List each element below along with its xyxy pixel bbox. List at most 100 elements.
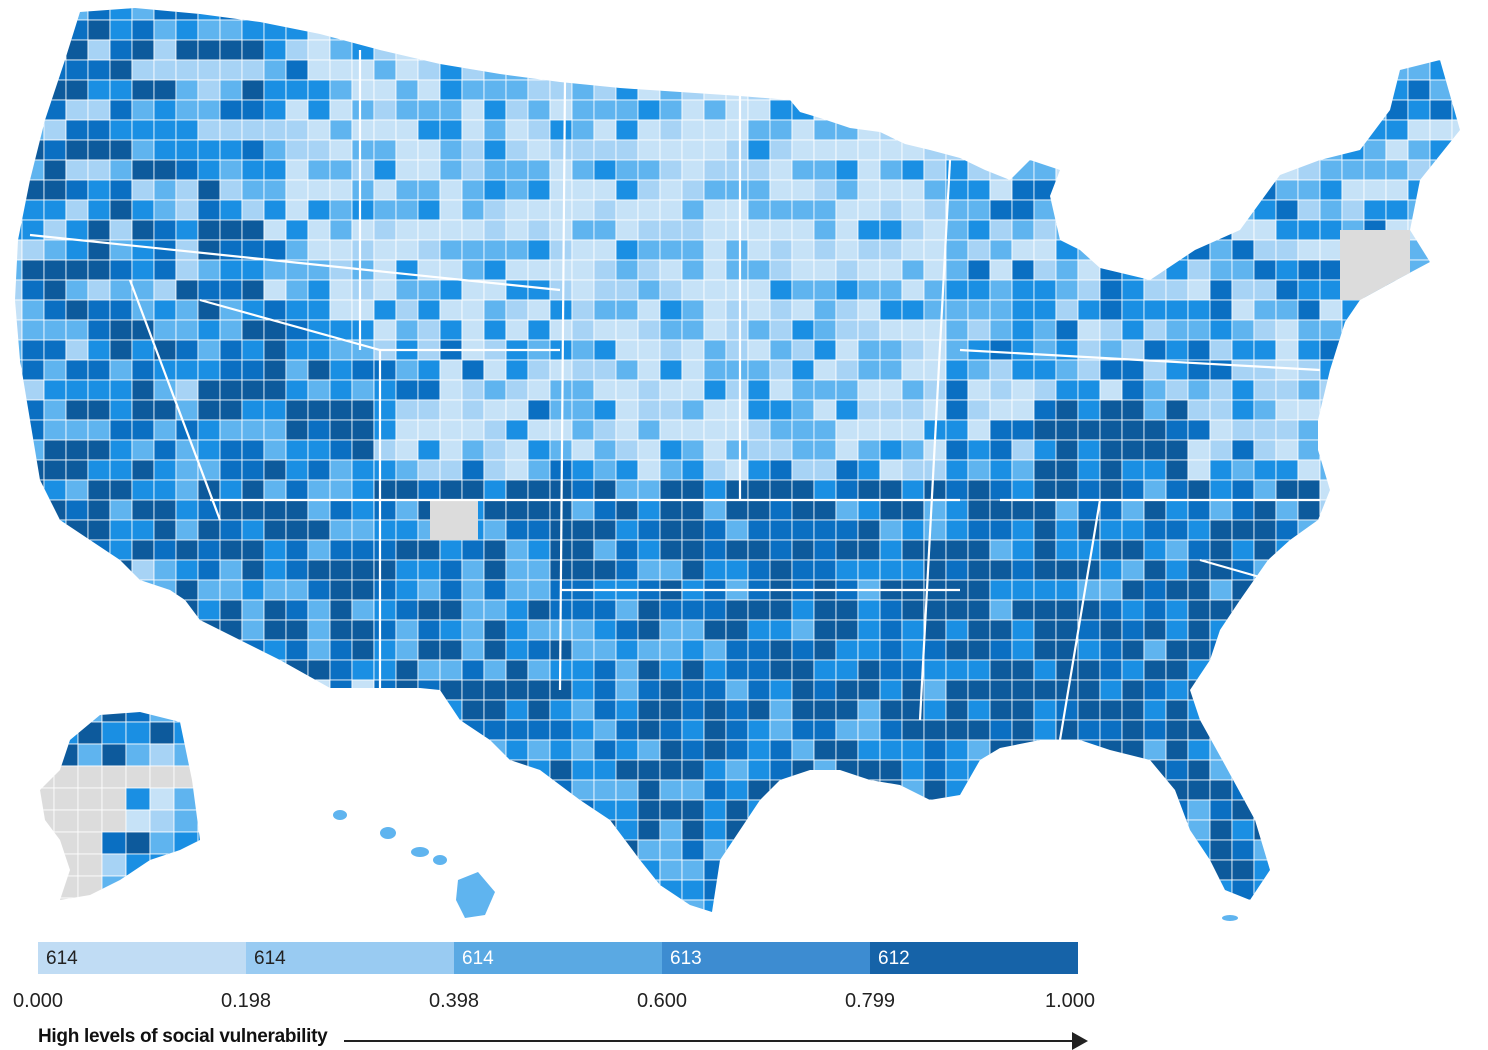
county-cell — [748, 920, 770, 930]
county-cell — [637, 319, 661, 341]
county-cell — [615, 99, 639, 121]
county-cell — [571, 39, 595, 61]
county-cell — [1121, 739, 1145, 761]
county-cell — [87, 379, 111, 401]
county-cell — [439, 439, 463, 461]
county-cell — [1121, 159, 1145, 181]
county-cell — [1099, 439, 1123, 461]
county-cell — [1011, 439, 1035, 461]
county-cell — [968, 920, 990, 930]
county-cell — [637, 259, 661, 281]
county-cell — [1121, 619, 1145, 641]
county-cell — [1276, 920, 1298, 930]
legend-tick-1: 0.000 — [12, 990, 64, 1012]
county-cell — [703, 159, 727, 181]
county-cell — [681, 479, 705, 501]
county-cell — [1474, 160, 1488, 180]
county-cell — [747, 879, 771, 901]
county-cell — [1231, 139, 1255, 161]
county-cell — [549, 899, 573, 912]
county-cell — [1099, 519, 1123, 541]
county-cell — [1253, 19, 1277, 41]
county-cell — [197, 439, 221, 461]
county-cell — [725, 219, 749, 241]
county-cell — [1143, 859, 1167, 881]
county-cell — [219, 419, 243, 441]
county-cell — [329, 759, 353, 781]
county-cell — [835, 599, 859, 621]
county-cell — [923, 8, 947, 21]
county-cell — [1209, 879, 1233, 901]
county-cell — [1429, 379, 1453, 401]
county-cell — [43, 19, 67, 41]
county-cell — [769, 839, 793, 861]
county-cell — [1209, 79, 1233, 101]
county-cell — [967, 539, 991, 561]
county-cell — [373, 159, 397, 181]
county-cell — [659, 239, 683, 261]
county-cell — [835, 879, 859, 901]
county-cell — [15, 739, 23, 761]
county-cell — [109, 259, 133, 281]
county-cell — [989, 739, 1013, 761]
county-cell — [923, 719, 947, 741]
county-cell — [923, 479, 947, 501]
county-cell — [483, 599, 507, 621]
county-cell — [835, 439, 859, 461]
county-cell — [417, 39, 441, 61]
county-cell — [153, 419, 177, 441]
county-cell — [263, 859, 287, 881]
county-cell — [901, 799, 925, 821]
county-cell — [131, 519, 155, 541]
county-cell — [285, 79, 309, 101]
county-cell — [1275, 519, 1299, 541]
county-cell — [989, 519, 1013, 541]
county-cell — [21, 479, 45, 501]
county-cell — [967, 459, 991, 481]
county-cell — [1011, 499, 1035, 521]
county-cell — [65, 479, 89, 501]
county-cell — [241, 19, 265, 41]
county-cell — [1429, 439, 1453, 461]
county-cell — [1451, 219, 1460, 241]
county-cell — [153, 599, 177, 621]
county-cell — [175, 139, 199, 161]
county-cell — [813, 259, 837, 281]
county-cell — [109, 399, 133, 421]
county-cell — [769, 259, 793, 281]
county-cell — [197, 639, 221, 661]
county-cell — [1055, 439, 1079, 461]
county-cell — [593, 159, 617, 181]
county-cell — [1011, 619, 1035, 641]
county-cell — [747, 139, 771, 161]
county-cell — [109, 439, 133, 461]
county-cell — [747, 779, 771, 801]
county-cell — [461, 719, 485, 741]
alaska-county-cell — [173, 712, 199, 723]
county-cell — [945, 899, 969, 912]
county-cell — [241, 99, 265, 121]
county-cell — [1319, 279, 1343, 301]
county-cell — [1121, 39, 1145, 61]
county-cell — [901, 319, 925, 341]
county-cell — [989, 679, 1013, 701]
county-cell — [989, 119, 1013, 141]
county-cell — [1451, 359, 1460, 381]
alaska-county-cell — [125, 787, 151, 811]
county-cell — [1033, 419, 1057, 441]
county-cell — [1363, 719, 1387, 741]
county-cell — [725, 739, 749, 761]
county-cell — [175, 259, 199, 281]
county-cell — [219, 79, 243, 101]
county-cell — [681, 239, 705, 261]
county-cell — [791, 639, 815, 661]
county-cell — [527, 679, 551, 701]
county-cell — [1385, 119, 1409, 141]
county-cell — [659, 8, 683, 21]
county-cell — [505, 259, 529, 281]
county-cell — [153, 499, 177, 521]
county-cell — [637, 119, 661, 141]
county-cell — [1474, 520, 1488, 540]
county-cell — [637, 339, 661, 361]
county-cell — [197, 39, 221, 61]
